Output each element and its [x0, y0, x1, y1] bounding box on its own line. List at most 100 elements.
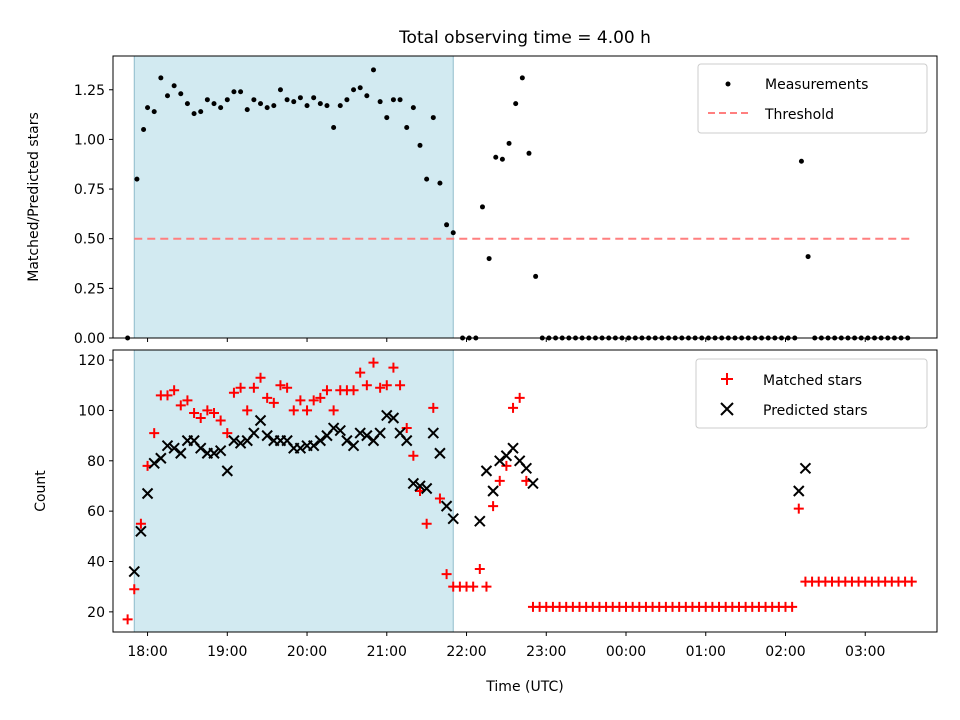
measurement-point — [424, 176, 430, 182]
matched-stars-point — [787, 601, 798, 612]
x-tick-label: 00:00 — [606, 644, 646, 660]
measurement-point — [499, 156, 505, 162]
measurement-point — [479, 204, 485, 210]
measurement-point — [410, 105, 416, 111]
measurement-point — [344, 97, 350, 103]
matched-stars-point — [308, 395, 319, 406]
top-y-axis-label: Matched/Predicted stars — [26, 112, 42, 282]
bottom-legend: Matched stars Predicted stars — [695, 358, 928, 429]
measurement-point — [486, 256, 492, 262]
predicted-stars-point — [381, 409, 393, 422]
matched-stars-point — [302, 405, 313, 416]
measurement-point — [311, 95, 317, 101]
matched-stars-point — [275, 380, 286, 391]
measurement-point — [304, 103, 310, 109]
top-panel: Total observing time = 4.00 h 0.000.250.… — [26, 28, 938, 347]
legend-threshold-label: Threshold — [764, 107, 834, 123]
matched-stars-point — [381, 380, 392, 391]
predicted-stars-point — [480, 465, 493, 477]
matched-stars-point — [421, 518, 432, 529]
matched-stars-point — [162, 390, 173, 401]
predicted-stars-point — [387, 412, 400, 424]
x-tick-label: 02:00 — [765, 644, 805, 660]
measurement-point — [437, 180, 443, 186]
bottom-shaded-interval — [133, 349, 454, 633]
matched-stars-point — [321, 385, 332, 396]
measurement-point — [324, 103, 330, 109]
measurement-point — [191, 111, 197, 117]
predicted-stars-point — [208, 447, 220, 459]
predicted-stars-point — [234, 437, 247, 449]
matched-stars-point — [189, 407, 200, 418]
top-plot-frame — [112, 55, 938, 339]
predicted-stars-point — [474, 515, 486, 527]
matched-stars-point — [468, 581, 479, 592]
predicted-stars-point — [155, 452, 167, 464]
predicted-stars-point — [799, 462, 812, 475]
y-tick-label: 80 — [87, 454, 105, 470]
measurement-point — [533, 273, 539, 279]
top-chart-title: Total observing time = 4.00 h — [398, 28, 651, 48]
measurement-point — [357, 85, 363, 91]
predicted-stars-point — [374, 427, 386, 439]
x-tick-label: 23:00 — [526, 644, 566, 660]
matched-stars-point — [295, 395, 306, 406]
predicted-stars-point — [507, 442, 519, 454]
matched-stars-point — [235, 382, 246, 393]
x-tick-label: 21:00 — [367, 644, 407, 660]
matched-stars-point — [441, 569, 452, 580]
predicted-stars-point — [361, 429, 373, 442]
predicted-stars-point — [254, 414, 267, 427]
y-tick-label: 40 — [87, 555, 105, 571]
matched-stars-point — [481, 581, 492, 592]
matched-stars-point — [195, 412, 206, 423]
matched-stars-point — [182, 395, 193, 406]
measurement-point — [331, 124, 337, 130]
matched-stars-point — [348, 385, 359, 396]
measurement-point — [506, 140, 512, 146]
predicted-stars-point — [214, 445, 227, 457]
measurement-point — [297, 95, 303, 101]
matched-stars-point — [328, 405, 339, 416]
bottom-y-axis-label: Count — [33, 470, 49, 512]
matched-stars-point — [494, 475, 505, 486]
matched-stars-point — [129, 584, 140, 595]
measurement-point — [204, 97, 210, 103]
matched-stars-point — [228, 387, 239, 398]
matched-stars-point — [268, 397, 279, 408]
measurement-point — [317, 101, 323, 107]
matched-stars-point — [514, 392, 525, 403]
predicted-stars-point — [261, 429, 273, 442]
matched-stars-point — [368, 357, 379, 368]
matched-stars-point — [508, 402, 519, 413]
measurement-point — [526, 150, 532, 156]
x-tick-label: 18:00 — [127, 644, 167, 660]
legend-measurements-marker — [725, 81, 731, 87]
measurement-point — [224, 97, 230, 103]
predicted-stars-point — [407, 477, 420, 490]
matched-stars-point — [474, 564, 485, 575]
predicted-stars-point — [141, 487, 154, 500]
measurement-point — [264, 105, 270, 111]
matched-stars-point — [149, 428, 160, 439]
matched-stars-point — [488, 501, 499, 512]
matched-stars-point — [282, 382, 293, 393]
measurement-point — [171, 83, 177, 89]
measurement-point — [364, 93, 370, 99]
measurement-point — [158, 75, 164, 81]
matched-stars-point — [209, 407, 220, 418]
predicted-stars-point — [347, 439, 360, 452]
measurement-point — [417, 142, 423, 148]
measurement-point — [337, 103, 343, 109]
predicted-stars-point — [354, 427, 366, 439]
y-tick-label: 0.50 — [74, 232, 105, 248]
legend-predicted-label: Predicted stars — [763, 403, 868, 419]
predicted-stars-point — [307, 439, 320, 452]
top-legend-box — [697, 63, 928, 134]
matched-stars-point — [288, 405, 299, 416]
measurement-point — [271, 103, 277, 109]
y-tick-label: 1.25 — [74, 83, 105, 99]
matched-stars-point — [906, 576, 917, 587]
measurement-point — [493, 154, 499, 160]
top-shaded-interval — [133, 55, 454, 339]
